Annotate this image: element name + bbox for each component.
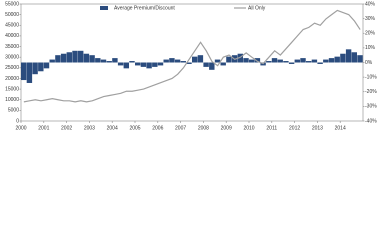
bar <box>345 49 352 63</box>
bar <box>112 58 118 63</box>
x-tick-label: 2010 <box>243 125 254 131</box>
bar <box>152 62 158 67</box>
x-tick-label: 2007 <box>175 125 186 131</box>
bar <box>192 56 198 63</box>
bar <box>95 58 101 63</box>
bar <box>351 52 358 63</box>
bar <box>83 53 90 63</box>
bar <box>203 62 209 67</box>
bar <box>271 58 278 63</box>
bar <box>55 55 61 63</box>
x-tick-label: 2011 <box>266 125 277 131</box>
y2-tick-label: -40% <box>365 118 377 124</box>
bar <box>306 61 312 63</box>
bar <box>254 58 261 63</box>
y-tick-label: 30000 <box>5 55 19 61</box>
y2-tick-label: 0% <box>365 60 373 66</box>
bar <box>32 62 38 75</box>
x-tick-label: 2013 <box>312 125 323 131</box>
bar <box>243 58 249 63</box>
y-tick-label: 10000 <box>5 97 19 103</box>
bar <box>135 62 141 66</box>
x-tick-label: 2004 <box>107 125 118 131</box>
bar <box>66 52 73 63</box>
x-tick-label: 2014 <box>335 125 346 131</box>
x-tick-label: 2006 <box>152 125 163 131</box>
y-tick-label: 50000 <box>5 12 19 18</box>
x-tick-label: 2009 <box>221 125 232 131</box>
legend-label: All Only <box>248 5 266 11</box>
y-tick-label: 45000 <box>5 23 19 29</box>
bar <box>214 59 221 63</box>
line <box>23 9 361 103</box>
bar <box>340 53 346 63</box>
x-tick-label: 2012 <box>289 125 300 131</box>
bar <box>72 50 78 63</box>
y-tick-label: 20000 <box>5 76 19 82</box>
bar <box>163 59 169 63</box>
bar <box>38 62 44 72</box>
bar <box>169 58 175 63</box>
y-tick-label: 35000 <box>5 44 19 50</box>
bar <box>197 55 204 63</box>
bar <box>60 53 67 63</box>
bar <box>323 59 329 63</box>
bar <box>220 62 226 66</box>
bar <box>266 61 272 63</box>
x-tick-label: 2003 <box>84 125 95 131</box>
bar <box>174 59 181 63</box>
y2-tick-label: 20% <box>365 31 376 37</box>
bar <box>78 50 84 63</box>
bar <box>43 62 50 69</box>
y-tick-label: 55000 <box>5 1 19 7</box>
y2-tick-label: -20% <box>365 89 377 95</box>
y2-tick-label: 10% <box>365 45 376 51</box>
bar <box>123 62 130 69</box>
bar <box>277 59 283 63</box>
bar <box>334 56 340 63</box>
x-tick-label: 2000 <box>15 125 26 131</box>
y2-tick-label: 40% <box>365 1 376 7</box>
bar <box>226 56 232 63</box>
bar <box>186 62 192 64</box>
y-tick-label: 40000 <box>5 33 19 39</box>
bar <box>249 59 255 63</box>
bar <box>129 61 135 63</box>
bar <box>237 53 244 63</box>
x-tick-label: 2008 <box>198 125 209 131</box>
bar <box>180 61 187 63</box>
y-tick-label: 25000 <box>5 65 19 71</box>
bar <box>49 59 55 63</box>
y-tick-label: 15000 <box>5 86 19 92</box>
bar <box>300 58 306 63</box>
bar <box>294 59 301 63</box>
bar <box>157 62 164 66</box>
bar <box>106 61 112 63</box>
bar <box>89 55 95 63</box>
bar <box>21 62 27 81</box>
x-tick-label: 2001 <box>38 125 49 131</box>
bar <box>209 62 215 70</box>
legend-label: Average Premium/Discount <box>114 5 175 11</box>
bar <box>100 59 107 63</box>
y2-tick-label: -30% <box>365 104 377 110</box>
bar <box>317 62 323 64</box>
bar <box>357 55 363 63</box>
y-tick-label: 5000 <box>8 108 19 114</box>
bar <box>26 62 33 83</box>
bar <box>283 61 289 63</box>
y-tick-label: 0 <box>16 118 19 124</box>
x-tick-label: 2002 <box>61 125 72 131</box>
bar <box>140 62 147 67</box>
bar <box>288 62 295 64</box>
legend-swatch <box>100 6 108 10</box>
y2-tick-label: -10% <box>365 74 377 80</box>
bar <box>328 58 335 63</box>
bar <box>117 62 124 66</box>
bar <box>146 62 152 69</box>
chart: 0 5000 10000 15000 20000 25000 30000 35000 40000… <box>5 1 377 131</box>
bar <box>311 59 318 63</box>
x-tick-label: 2005 <box>129 125 140 131</box>
y2-tick-label: 30% <box>365 16 376 22</box>
